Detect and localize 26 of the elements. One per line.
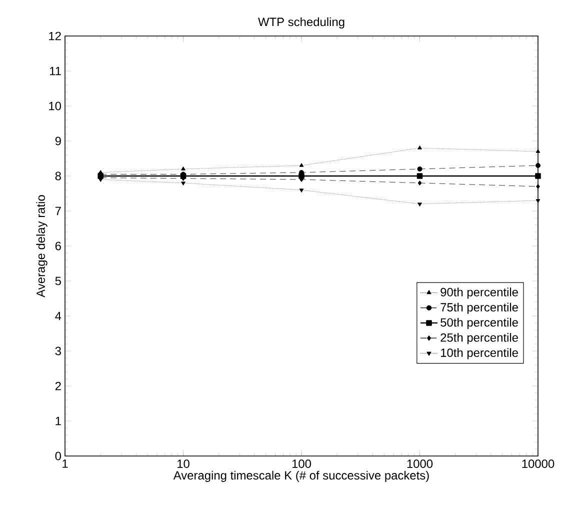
y-tick-label: 4 [55,312,62,320]
y-axis-title: Average delay ratio [36,195,48,298]
x-tick-label: 10000 [522,460,554,468]
y-tick-label: 12 [49,32,61,40]
legend-label: 90th percentile [440,288,518,299]
y-tick-label: 7 [55,206,61,216]
x-tick-label: 100 [292,460,312,468]
legend-label: 25th percentile [440,333,518,344]
y-tick-label: 2 [55,382,61,390]
y-tick-label: 5 [55,276,61,286]
y-tick-label: 10 [49,102,62,110]
y-tick-label: 11 [50,66,61,76]
y-tick-label: 6 [55,242,61,250]
x-tick-label: 1000 [407,460,433,468]
y-tick-label: 9 [55,136,61,146]
legend-label: 50th percentile [440,318,518,330]
chart-title: WTP scheduling [258,17,344,28]
legend-label: 10th percentile [441,348,518,360]
x-axis-title: Averaging timescale K (# of successive packets) [173,470,429,482]
y-tick-label: 8 [55,172,61,180]
x-tick-label: 10 [178,460,190,468]
y-tick-label: 3 [55,346,61,356]
y-tick-label: 0 [55,452,62,460]
y-tick-label: 1 [56,416,61,426]
x-tick-label: 1 [62,460,68,468]
legend-label: 75th percentile [440,302,518,314]
